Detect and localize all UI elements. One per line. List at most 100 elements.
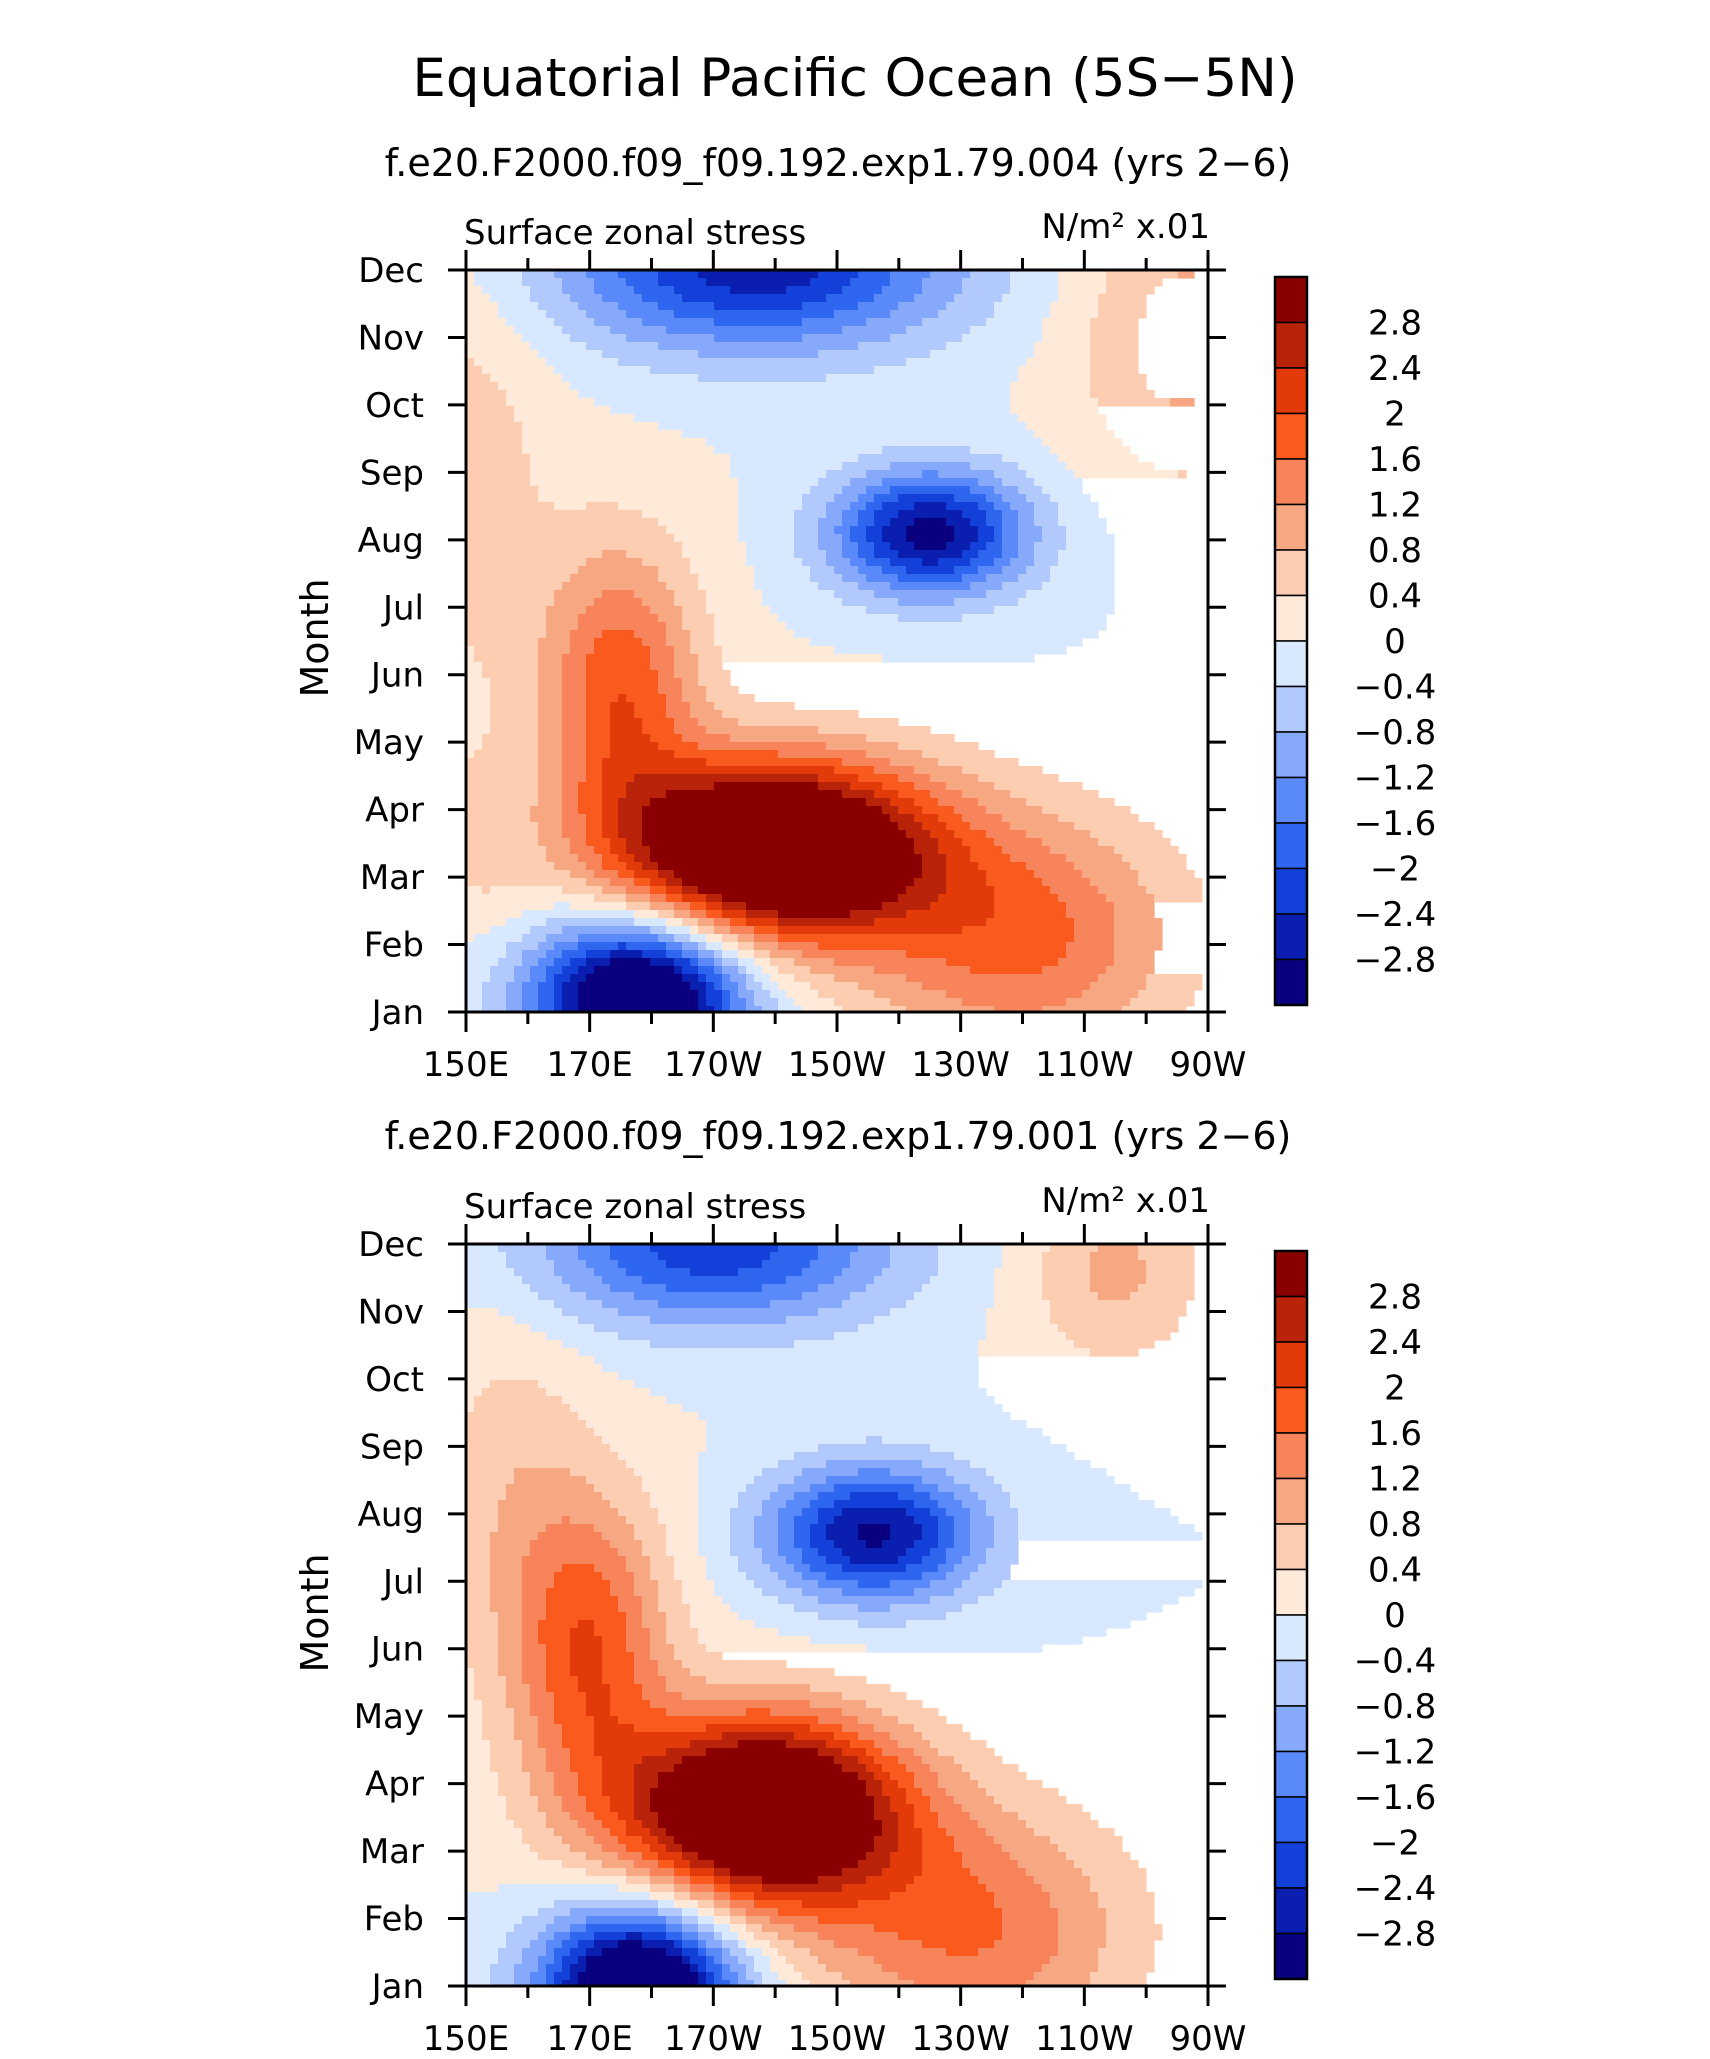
contour-band: [970, 558, 995, 567]
contour-band: [466, 806, 531, 815]
contour-band: [674, 1892, 691, 1901]
contour-band: [1058, 1924, 1107, 1933]
contour-band: [994, 838, 1043, 847]
contour-band: [674, 1564, 707, 1573]
contour-band: [1106, 270, 1179, 279]
contour-band: [594, 1628, 627, 1637]
contour-band: [1098, 838, 1171, 847]
contour-band: [562, 806, 579, 815]
contour-band: [906, 358, 1027, 367]
y-tick-label: Jul: [381, 1562, 424, 1602]
contour-band: [626, 310, 675, 319]
contour-band: [802, 1972, 843, 1981]
colorbar-label: −1.2: [1354, 759, 1437, 799]
contour-band: [578, 1316, 651, 1325]
contour-band: [1114, 958, 1155, 967]
contour-band: [874, 918, 987, 927]
contour-band: [690, 1868, 715, 1877]
contour-band: [514, 1980, 531, 1987]
contour-band: [602, 1436, 707, 1445]
contour-band: [474, 654, 539, 663]
contour-band: [498, 1956, 523, 1965]
contour-band: [466, 790, 539, 799]
contour-band: [466, 1700, 483, 1709]
contour-band: [730, 1548, 763, 1557]
contour-band: [570, 838, 587, 847]
contour-band: [602, 1860, 635, 1869]
contour-band: [602, 1844, 627, 1853]
contour-band: [1034, 558, 1059, 567]
colorbar-box: [1274, 321, 1308, 369]
contour-band: [490, 1980, 515, 1987]
contour-band: [594, 1620, 627, 1629]
contour-band: [1042, 878, 1091, 887]
contour-band: [682, 678, 699, 687]
contour-band: [994, 1588, 1195, 1597]
contour-band: [530, 1284, 571, 1293]
contour-band: [594, 1724, 635, 1733]
contour-band: [490, 1540, 531, 1549]
contour-band: [1146, 1260, 1195, 1269]
contour-band: [786, 622, 1107, 631]
contour-band: [994, 1940, 1059, 1949]
contour-band: [610, 1796, 635, 1805]
contour-band: [722, 974, 731, 983]
contour-band: [706, 998, 723, 1007]
contour-band: [834, 590, 875, 599]
contour-band: [914, 782, 947, 791]
contour-band: [946, 1612, 1147, 1621]
contour-band: [746, 998, 755, 1007]
contour-band: [474, 278, 523, 287]
contour-band: [722, 710, 859, 719]
contour-band: [562, 670, 587, 679]
contour-band: [554, 1956, 563, 1965]
contour-band: [634, 1772, 659, 1781]
contour-band: [650, 1316, 787, 1325]
contour-band: [706, 1428, 1043, 1437]
contour-band: [754, 950, 771, 959]
contour-band: [610, 1700, 651, 1709]
contour-band: [522, 1756, 547, 1765]
contour-band: [642, 830, 907, 839]
contour-band: [842, 518, 859, 527]
contour-band: [1042, 486, 1083, 495]
contour-band: [986, 1500, 1011, 1509]
contour-band: [530, 1684, 547, 1693]
contour-band: [546, 1764, 571, 1773]
contour-band: [658, 1860, 675, 1869]
contour-band: [466, 454, 531, 463]
contour-band: [658, 1516, 699, 1525]
contour-band: [514, 1972, 531, 1981]
contour-band: [634, 1532, 667, 1541]
contour-band: [962, 574, 987, 583]
contour-band: [674, 870, 923, 879]
contour-band: [506, 990, 523, 999]
contour-band: [786, 1316, 875, 1325]
contour-band: [730, 734, 867, 743]
contour-band: [506, 1804, 539, 1813]
contour-band: [794, 998, 835, 1007]
contour-band: [1058, 1916, 1107, 1925]
contour-band: [1042, 318, 1091, 327]
contour-band: [706, 1980, 715, 1987]
contour-band: [738, 1940, 747, 1949]
contour-band: [858, 1580, 891, 1589]
contour-band: [610, 1540, 643, 1549]
contour-band: [482, 1700, 507, 1709]
contour-band: [562, 702, 587, 711]
contour-band: [498, 1780, 531, 1789]
contour-band: [466, 598, 555, 607]
contour-band: [858, 1860, 891, 1869]
contour-band: [970, 326, 1043, 335]
contour-band: [658, 1900, 675, 1909]
contour-band: [466, 862, 555, 871]
contour-band: [466, 1796, 507, 1805]
contour-band: [682, 1908, 699, 1917]
contour-band: [538, 302, 579, 311]
contour-band: [1002, 814, 1059, 823]
contour-band: [634, 1468, 699, 1477]
contour-band: [666, 582, 699, 591]
contour-band: [754, 942, 779, 951]
contour-band: [826, 1476, 923, 1485]
contour-band: [466, 1884, 499, 1893]
